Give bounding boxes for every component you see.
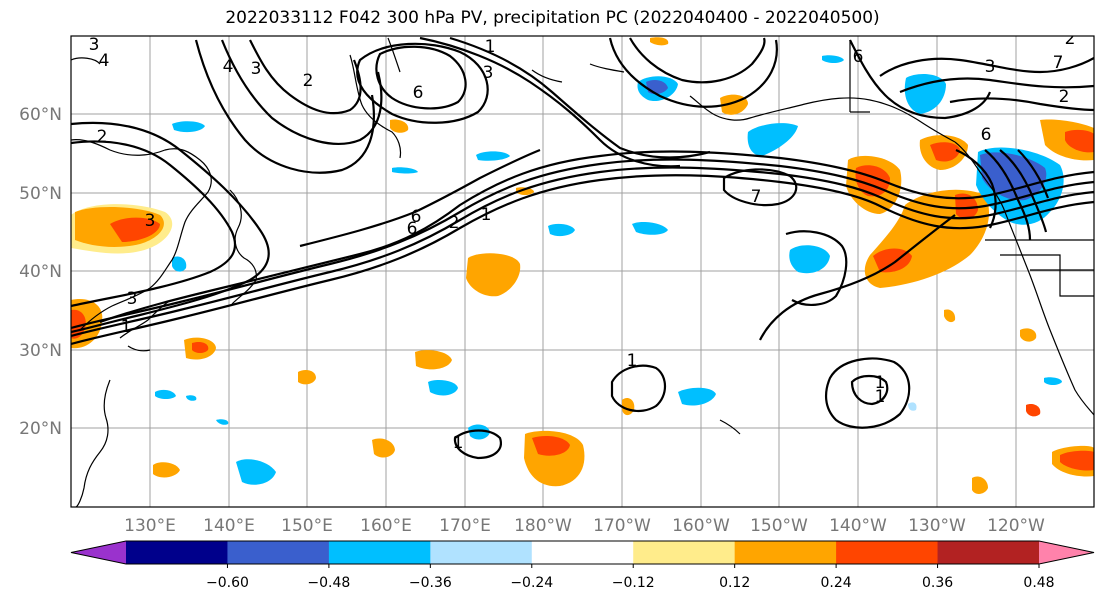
lat-label-30n: 30°N	[19, 341, 62, 361]
colorbar-bin	[531, 541, 634, 564]
contour-label: 1	[453, 433, 464, 453]
lat-label-50n: 50°N	[19, 184, 62, 204]
contour-label: 2	[97, 127, 108, 147]
gridlines	[71, 36, 1094, 507]
contour-label: 6	[407, 219, 418, 239]
colorbar-extension-low	[71, 541, 126, 564]
lon-label-170e: 170°E	[439, 516, 491, 536]
contour-label: 7	[1053, 53, 1064, 73]
lon-label-130e: 130°E	[124, 516, 176, 536]
lon-label-130w: 130°W	[908, 516, 966, 536]
lon-label-150e: 150°E	[281, 516, 333, 536]
lat-label-40n: 40°N	[19, 262, 62, 282]
colorbar-bin	[430, 541, 533, 564]
lon-label-150w: 150°W	[750, 516, 808, 536]
lon-label-120w: 120°W	[987, 516, 1045, 536]
colorbar-tick-label: 0.48	[1023, 575, 1054, 591]
colorbar-bin	[328, 541, 431, 564]
contour-label: 1	[485, 37, 496, 57]
colorbar-tick-label: −0.60	[206, 575, 249, 591]
colorbar-bin	[937, 541, 1040, 564]
contour-label: 1	[481, 205, 492, 225]
colorbar-tick-label: 0.36	[922, 575, 953, 591]
contour-label: 1	[627, 351, 638, 371]
map-border	[70, 35, 1095, 508]
contour-label: 7	[751, 187, 762, 207]
contour-label: 3	[89, 35, 100, 55]
lon-label-160e: 160°E	[360, 516, 412, 536]
colorbar-tick-label: 0.12	[719, 575, 750, 591]
colorbar-bin	[633, 541, 736, 564]
colorbar-tick-label: −0.24	[510, 575, 553, 591]
colorbar-bin	[126, 541, 228, 564]
contour-label: 2	[303, 71, 314, 91]
colorbar-bin	[734, 541, 837, 564]
map-title: 2022033112 F042 300 hPa PV, precipitatio…	[225, 8, 880, 28]
contour-label: 6	[411, 207, 422, 227]
contour-label: 6	[413, 83, 424, 103]
lon-label-140w: 140°W	[829, 516, 887, 536]
contour-label: 3	[145, 211, 156, 231]
colorbar-bin	[836, 541, 939, 564]
contour-label: 2	[1059, 87, 1070, 107]
colorbar-outline	[70, 540, 1095, 565]
colorbar: −0.60 −0.48 −0.36 −0.24 −0.12 0.12 0.24 0.36 0.4…	[70, 540, 1095, 591]
colorbar-bin	[227, 541, 330, 564]
colorbar-tick-label: 0.24	[821, 575, 852, 591]
colorbar-tick-label: −0.12	[612, 575, 655, 591]
latitude-axis: 60°N 50°N 40°N 30°N 20°N	[19, 105, 62, 439]
contour-label: 3	[483, 63, 494, 83]
contour-label: 4	[99, 51, 110, 71]
contour-label: 1	[121, 317, 132, 337]
lon-label-180w: 180°W	[514, 516, 572, 536]
contour-label: 3	[127, 289, 138, 309]
lon-label-140e: 140°E	[203, 516, 255, 536]
pv-contours	[71, 36, 1094, 460]
lon-label-160w: 160°W	[672, 516, 730, 536]
contour-label: 6	[981, 125, 992, 145]
lat-label-60n: 60°N	[19, 105, 62, 125]
contour-label: 1	[875, 373, 886, 393]
precip-positive-areas	[71, 37, 1094, 494]
contour-label: 3	[985, 57, 996, 77]
colorbar-tick-label: −0.36	[409, 575, 452, 591]
contour-label: 2	[1065, 29, 1076, 49]
lon-label-170w: 170°W	[593, 516, 651, 536]
contour-label: 2	[449, 213, 460, 233]
longitude-axis: 130°E 140°E 150°E 160°E 170°E 180°W 170°…	[124, 516, 1045, 536]
colorbar-tick-label: −0.48	[307, 575, 350, 591]
contour-label: 6	[853, 47, 864, 67]
contour-label: 1	[875, 387, 886, 407]
contour-label: 3	[251, 59, 262, 79]
colorbar-extension-high	[1039, 541, 1094, 564]
contour-label: 4	[223, 57, 234, 77]
lat-label-20n: 20°N	[19, 419, 62, 439]
